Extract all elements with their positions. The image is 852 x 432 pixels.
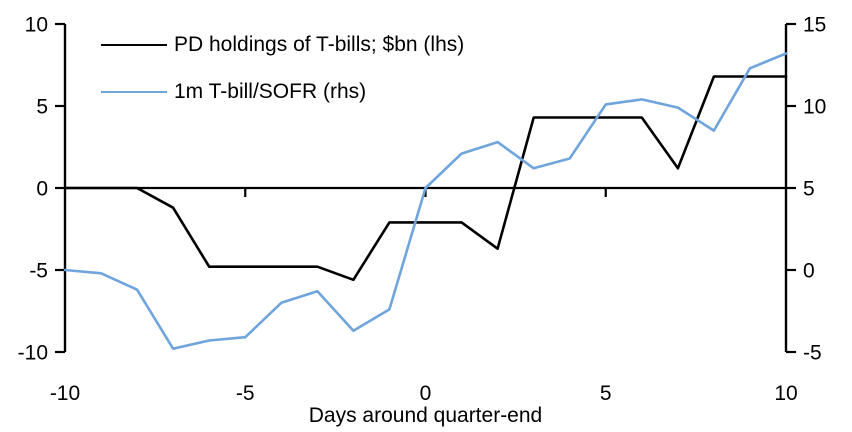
left-tick-label: 10 [25, 14, 48, 37]
right-tick-label: 15 [803, 14, 826, 37]
legend-label-tbill-sofr: 1m T-bill/SOFR (rhs) [174, 80, 367, 103]
legend-item-pd-holdings: PD holdings of T-bills; $bn (lhs) [101, 32, 464, 57]
right-tick-label: -5 [803, 342, 822, 365]
left-tick-label: -5 [29, 260, 48, 283]
left-tick-label: 5 [36, 96, 48, 119]
x-tick-label: -5 [236, 382, 255, 405]
left-tick-label: 0 [36, 178, 48, 201]
right-tick-label: 0 [803, 260, 815, 283]
right-tick-label: 5 [803, 178, 815, 201]
x-tick-label: 10 [774, 382, 797, 405]
legend: PD holdings of T-bills; $bn (lhs) 1m T-b… [101, 32, 464, 104]
series-line-0 [63, 75, 788, 282]
legend-item-tbill-sofr: 1m T-bill/SOFR (rhs) [101, 79, 464, 104]
right-tick-label: 10 [803, 96, 826, 119]
x-tick-label: -10 [50, 382, 80, 405]
series-line-1 [63, 52, 788, 351]
x-axis-title: Days around quarter-end [308, 404, 543, 427]
legend-label-pd-holdings: PD holdings of T-bills; $bn (lhs) [174, 33, 465, 56]
legend-line-black [101, 43, 167, 46]
x-tick-label: 5 [600, 382, 612, 405]
x-tick-label: 0 [420, 382, 432, 405]
left-tick-label: -10 [18, 342, 48, 365]
legend-line-blue [101, 90, 167, 93]
